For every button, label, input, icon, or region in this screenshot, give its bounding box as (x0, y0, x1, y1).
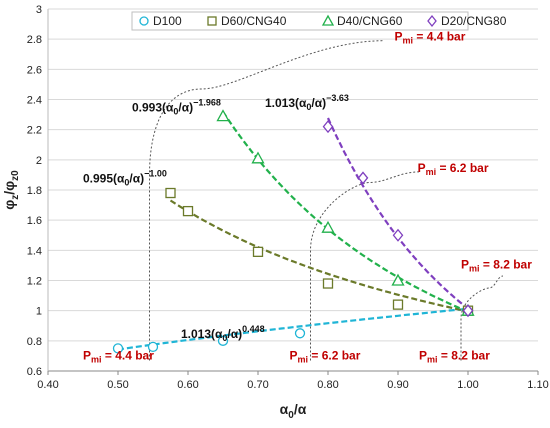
x-tick-label: 0.60 (177, 379, 198, 391)
legend-box (131, 11, 469, 31)
data-point-diamond (427, 14, 437, 28)
y-tick-label: 2.6 (27, 64, 42, 76)
pmi-label: Pmi = 8.2 bar (419, 349, 490, 365)
data-points (112, 109, 475, 354)
pmi-label: Pmi = 6.2 bar (290, 349, 361, 365)
fit-curve (169, 199, 469, 313)
legend-label: D100 (153, 14, 182, 28)
data-point-diamond (392, 228, 404, 242)
pmi-label: Pmi = 6.2 bar (418, 161, 489, 177)
x-tick-label: 0.70 (247, 379, 268, 391)
y-tick-label: 0.8 (27, 336, 42, 348)
data-point-circle (147, 341, 159, 353)
legend: D100 D60/CNG40 D40/CNG60 D20/CNG80 (131, 11, 507, 31)
legend-label: D20/CNG80 (441, 14, 507, 28)
fit-curve (222, 111, 469, 313)
axes: 0.6 0.8 1 1.2 1.4 1.6 1.8 2 2.2 2.4 2.6 2.8 3 0.40 0.5… (27, 4, 549, 391)
y-tick-label: 1.2 (27, 276, 42, 288)
legend-label: D40/CNG60 (337, 14, 403, 28)
data-point-square (252, 246, 264, 257)
pmi-label: Pmi = 4.4 bar (395, 30, 466, 46)
data-point-triangle (251, 151, 265, 164)
data-point-circle (217, 335, 229, 346)
data-point-circle (112, 343, 124, 354)
x-tick-label: 1.10 (527, 379, 548, 391)
data-point-circle (139, 16, 149, 26)
data-point-diamond (357, 171, 369, 185)
x-tick-label: 1.00 (457, 379, 478, 391)
data-point-circle (294, 328, 306, 339)
data-point-diamond (322, 120, 334, 134)
data-point-diamond (462, 304, 474, 318)
guide-curves (149, 40, 504, 361)
data-point-square (392, 299, 404, 310)
data-point-triangle (321, 14, 335, 26)
x-tick-label: 0.90 (387, 379, 408, 391)
x-axis-title: α0/α (280, 401, 307, 421)
y-tick-label: 1.8 (27, 185, 42, 197)
y-tick-label: 2.8 (27, 34, 42, 46)
data-point-triangle (391, 273, 405, 286)
y-tick-label: 1.4 (27, 245, 42, 257)
data-point-square (322, 278, 334, 289)
grid (48, 8, 538, 372)
x-tick-label: 0.80 (317, 379, 338, 391)
pmi-label: Pmi = 8.2 bar (461, 257, 532, 273)
y-tick-label: 1.6 (27, 215, 42, 227)
pmi-guide-curve (149, 40, 385, 361)
y-tick-label: 2 (36, 155, 42, 167)
y-tick-label: 0.6 (27, 366, 42, 378)
x-tick-label: 0.40 (37, 379, 58, 391)
pmi-guide-curve (310, 171, 420, 361)
legend-label: D60/CNG40 (221, 14, 287, 28)
data-point-triangle (321, 220, 335, 233)
data-point-square (165, 187, 176, 199)
y-tick-label: 1 (36, 306, 42, 318)
data-point-square (182, 205, 194, 217)
y-tick-label: 3 (36, 4, 42, 16)
x-tick-label: 0.50 (107, 379, 128, 391)
pmi-label: Pmi = 4.4 bar (83, 349, 154, 365)
fit-equation: 0.995(α0/α)−1.00 (83, 168, 167, 187)
data-point-square (207, 16, 217, 26)
fit-curve (117, 307, 469, 351)
y-tick-label: 2.4 (27, 95, 42, 107)
data-point-triangle (216, 109, 230, 122)
y-tick-label: 2.2 (27, 125, 42, 137)
